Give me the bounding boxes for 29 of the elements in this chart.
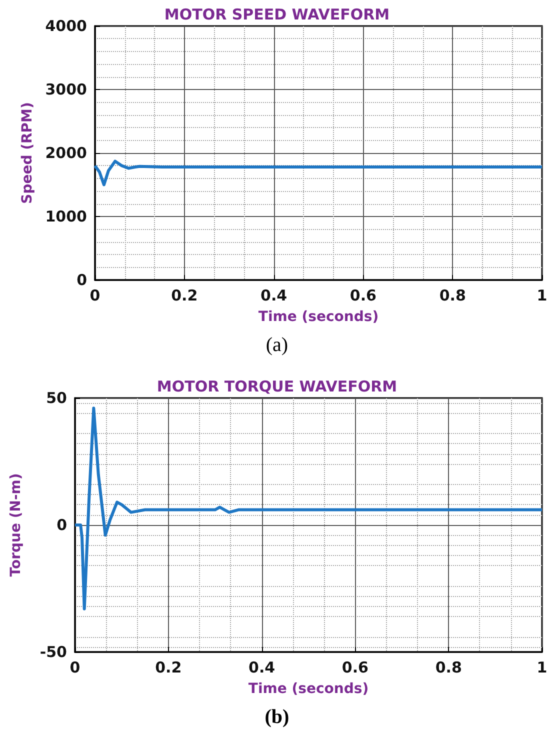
x-tick-label: 0.8 — [439, 286, 466, 304]
y-tick-label: 4000 — [45, 17, 87, 35]
x-tick-label: 0.8 — [435, 658, 462, 676]
chart-title: MOTOR SPEED WAVEFORM — [164, 6, 390, 24]
y-tick-label: 1000 — [45, 208, 87, 226]
line-series — [74, 406, 544, 610]
x-tick-label: 0.6 — [350, 286, 376, 304]
text: (a) — [264, 333, 290, 358]
y-tick-label: 3000 — [45, 80, 87, 98]
x-axis-title: Time (seconds) — [248, 681, 369, 697]
x-axis-title: Time (seconds) — [258, 309, 379, 325]
x-tick-label: 0.6 — [342, 658, 368, 676]
text: (b) — [264, 705, 290, 730]
chart-title: MOTOR TORQUE WAVEFORM — [156, 378, 398, 396]
x-tick-label: 0.4 — [248, 658, 276, 676]
x-tick-label: 0.4 — [260, 286, 288, 304]
x-tick-label: 1 — [536, 658, 548, 676]
y-tick-label: 50 — [46, 389, 67, 407]
y-axis-title: Speed (RPM) — [19, 102, 36, 204]
y-tick-label: 2000 — [45, 144, 87, 162]
x-tick-label: 0.2 — [155, 658, 182, 676]
line-series — [94, 160, 544, 186]
x-tick-label: 1 — [536, 286, 548, 304]
x-tick-label: 0.2 — [171, 286, 198, 304]
y-axis-title: Torque (N-m) — [8, 473, 24, 577]
y-tick-label: 0 — [56, 516, 67, 534]
x-tick-label: 0 — [90, 286, 100, 304]
y-tick-label: 0 — [76, 271, 87, 289]
y-tick-label: -50 — [40, 643, 67, 661]
